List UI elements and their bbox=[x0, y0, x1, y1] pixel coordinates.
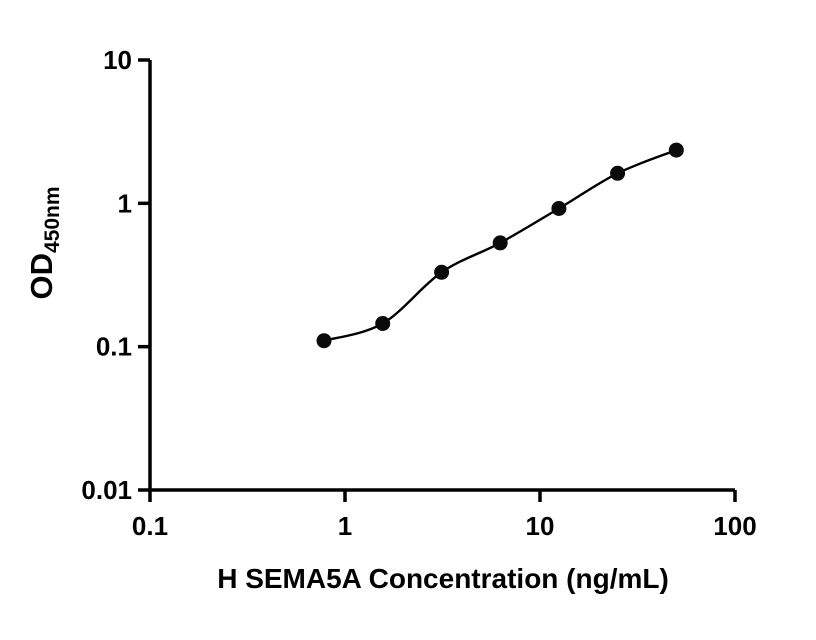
data-point bbox=[375, 316, 391, 331]
y-axis-title: OD450nm bbox=[24, 186, 64, 299]
y-tick-label: 10 bbox=[103, 45, 132, 75]
data-point bbox=[551, 201, 567, 216]
x-tick-label: 10 bbox=[526, 511, 555, 541]
y-axis-title-subscript: 450nm bbox=[41, 186, 64, 253]
data-point bbox=[668, 142, 684, 158]
y-axis-title-main: OD bbox=[24, 253, 59, 300]
x-tick-label: 100 bbox=[713, 511, 756, 541]
data-point bbox=[316, 333, 332, 349]
x-tick-label: 1 bbox=[338, 511, 352, 541]
data-point bbox=[434, 264, 450, 280]
x-tick-label: 0.1 bbox=[132, 511, 168, 541]
y-tick-label: 1 bbox=[118, 188, 132, 218]
data-point bbox=[610, 165, 626, 181]
y-tick-label: 0.01 bbox=[81, 475, 132, 505]
data-point bbox=[492, 235, 508, 251]
x-axis-title: H SEMA5A Concentration (ng/mL) bbox=[217, 563, 669, 594]
y-tick-label: 0.1 bbox=[96, 332, 132, 362]
